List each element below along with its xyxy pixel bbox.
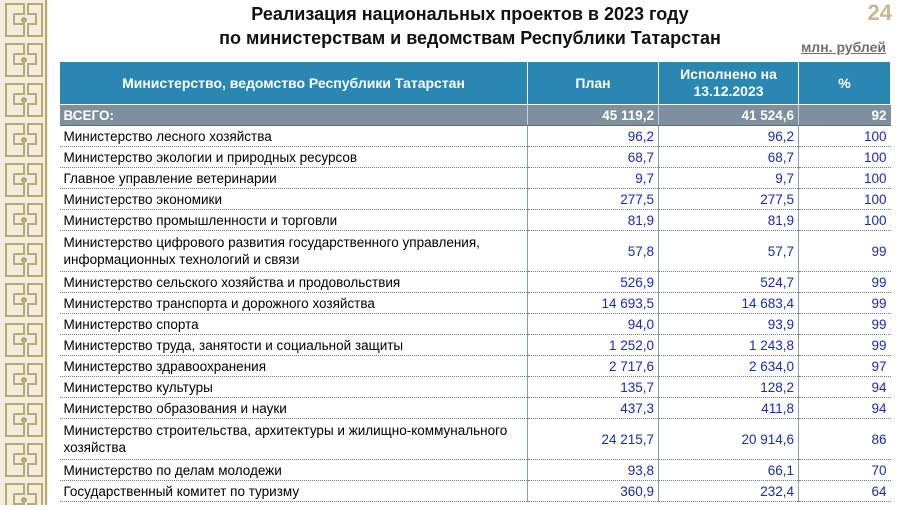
row-plan: 526,9 <box>527 271 659 293</box>
row-executed: 411,8 <box>658 397 799 419</box>
row-ministry: Министерство образования и науки <box>59 397 528 419</box>
table-row: Министерство труда, занятости и социальн… <box>59 334 891 356</box>
row-plan: 93,8 <box>527 459 659 481</box>
row-plan: 24 215,7 <box>527 418 659 460</box>
row-plan: 96,2 <box>527 125 659 147</box>
row-executed: 14 683,4 <box>658 292 799 314</box>
table-row: Министерство строительства, архитектуры … <box>59 418 891 460</box>
row-plan: 135,7 <box>527 376 659 398</box>
row-percent: 99 <box>798 313 891 335</box>
row-plan: 94,0 <box>527 313 659 335</box>
row-percent: 99 <box>798 271 891 293</box>
table-row: Министерство образования и науки 437,3 4… <box>59 397 891 419</box>
row-percent: 100 <box>798 209 891 231</box>
row-executed: 524,7 <box>658 271 799 293</box>
row-plan: 81,9 <box>527 209 659 231</box>
row-percent: 100 <box>798 146 891 168</box>
row-ministry: Государственный комитет по туризму <box>59 480 528 502</box>
row-ministry: Главное управление ветеринарии <box>59 167 528 189</box>
row-executed: 2 634,0 <box>658 355 799 377</box>
decorative-border <box>0 0 48 505</box>
title-line-2: по министерствам и ведомствам Республики… <box>219 28 721 48</box>
row-ministry: Министерство цифрового развития государс… <box>59 230 528 272</box>
row-ministry: Министерство спорта <box>59 313 528 335</box>
row-ministry: Министерство строительства, архитектуры … <box>59 418 528 460</box>
row-ministry: Министерство труда, занятости и социальн… <box>59 334 528 356</box>
row-executed: 66,1 <box>658 459 799 481</box>
row-ministry: Министерство здравоохранения <box>59 355 528 377</box>
row-plan: 2 717,6 <box>527 355 659 377</box>
table-row: Министерство промышленности и торговли 8… <box>59 209 891 231</box>
row-ministry: Министерство промышленности и торговли <box>59 209 528 231</box>
row-plan: 14 693,5 <box>527 292 659 314</box>
row-executed: 93,9 <box>658 313 799 335</box>
row-executed: 277,5 <box>658 188 799 210</box>
page-number: 24 <box>867 0 892 25</box>
row-executed: 96,2 <box>658 125 799 147</box>
row-executed: 128,2 <box>658 376 799 398</box>
row-percent: 99 <box>798 334 891 356</box>
table-row: Министерство спорта 94,0 93,9 99 <box>59 313 891 335</box>
row-plan: 68,7 <box>527 146 659 168</box>
row-percent: 99 <box>798 292 891 314</box>
row-ministry: Министерство лесного хозяйства <box>59 125 528 147</box>
row-executed: 57,7 <box>658 230 799 272</box>
row-plan: 360,9 <box>527 480 659 502</box>
units-label: млн. рублей <box>800 39 886 55</box>
header-executed: Исполнено на 13.12.2023 <box>658 61 799 105</box>
table-row: Министерство по делам молодежи 93,8 66,1… <box>59 459 891 481</box>
header-ministry: Министерство, ведомство Республики Татар… <box>59 61 528 105</box>
total-percent: 92 <box>798 104 891 126</box>
row-executed: 68,7 <box>658 146 799 168</box>
table-row: Министерство цифрового развития государс… <box>59 230 891 272</box>
row-plan: 9,7 <box>527 167 659 189</box>
ornament-pattern-icon <box>0 0 48 505</box>
total-executed: 41 524,6 <box>658 104 799 126</box>
row-executed: 9,7 <box>658 167 799 189</box>
row-executed: 1 243,8 <box>658 334 799 356</box>
table-row: Министерство транспорта и дорожного хозя… <box>59 292 891 314</box>
table-row: Министерство лесного хозяйства 96,2 96,2… <box>59 125 891 147</box>
header-percent: % <box>798 61 891 105</box>
table-row: Министерство культуры 135,7 128,2 94 <box>59 376 891 398</box>
total-row: ВСЕГО: 45 119,2 41 524,6 92 <box>59 104 891 126</box>
row-plan: 437,3 <box>527 397 659 419</box>
row-percent: 64 <box>798 480 891 502</box>
row-percent: 100 <box>798 125 891 147</box>
table-header-row: Министерство, ведомство Республики Татар… <box>59 61 891 105</box>
row-executed: 81,9 <box>658 209 799 231</box>
title-line-1: Реализация национальных проектов в 2023 … <box>251 4 689 24</box>
projects-table: Министерство, ведомство Республики Татар… <box>59 61 891 502</box>
row-ministry: Министерство культуры <box>59 376 528 398</box>
table-row: Государственный комитет по туризму 360,9… <box>59 480 891 502</box>
total-plan: 45 119,2 <box>527 104 659 126</box>
row-plan: 277,5 <box>527 188 659 210</box>
row-plan: 1 252,0 <box>527 334 659 356</box>
row-percent: 100 <box>798 167 891 189</box>
row-executed: 232,4 <box>658 480 799 502</box>
table-row: Министерство экологии и природных ресурс… <box>59 146 891 168</box>
row-plan: 57,8 <box>527 230 659 272</box>
row-percent: 99 <box>798 230 891 272</box>
row-percent: 94 <box>798 376 891 398</box>
row-ministry: Министерство по делам молодежи <box>59 459 528 481</box>
total-label: ВСЕГО: <box>59 104 528 126</box>
table-row: Министерство сельского хозяйства и продо… <box>59 271 891 293</box>
table-row: Министерство экономики 277,5 277,5 100 <box>59 188 891 210</box>
row-ministry: Министерство экологии и природных ресурс… <box>59 146 528 168</box>
row-percent: 100 <box>798 188 891 210</box>
row-ministry: Министерство транспорта и дорожного хозя… <box>59 292 528 314</box>
row-ministry: Министерство экономики <box>59 188 528 210</box>
page-title: Реализация национальных проектов в 2023 … <box>150 2 790 50</box>
row-executed: 20 914,6 <box>658 418 799 460</box>
table-row: Министерство здравоохранения 2 717,6 2 6… <box>59 355 891 377</box>
row-percent: 86 <box>798 418 891 460</box>
row-ministry: Министерство сельского хозяйства и продо… <box>59 271 528 293</box>
table-row: Главное управление ветеринарии 9,7 9,7 1… <box>59 167 891 189</box>
row-percent: 70 <box>798 459 891 481</box>
header-plan: План <box>527 61 659 105</box>
row-percent: 97 <box>798 355 891 377</box>
row-percent: 94 <box>798 397 891 419</box>
